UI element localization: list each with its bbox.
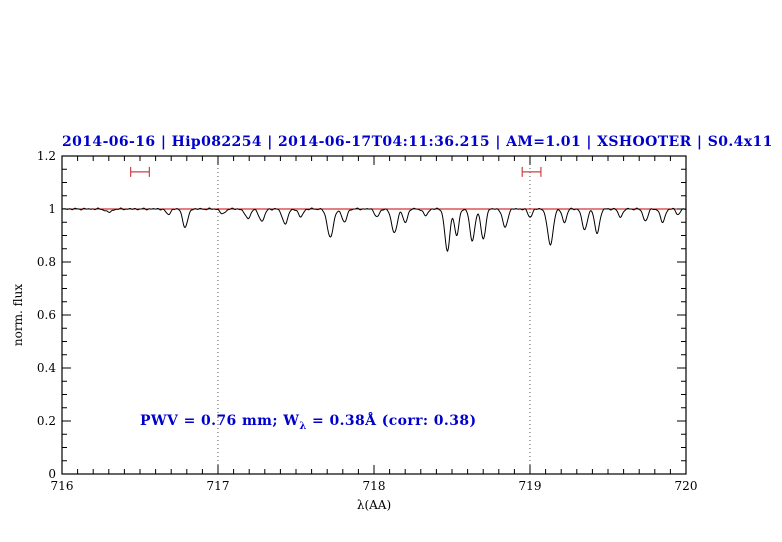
svg-text:719: 719 — [519, 479, 542, 493]
svg-text:1.2: 1.2 — [37, 149, 56, 163]
pwv-annotation: PWV = 0.76 mm; Wλ = 0.38Å (corr: 0.38) — [140, 413, 477, 432]
svg-text:720: 720 — [675, 479, 698, 493]
plot-title: 2014-06-16 | Hip082254 | 2014-06-17T04:1… — [62, 134, 773, 150]
pwv-annotation-subscript: λ — [299, 420, 307, 432]
svg-text:0: 0 — [48, 467, 56, 481]
svg-text:717: 717 — [207, 479, 230, 493]
x-axis-label: λ(AA) — [356, 498, 392, 512]
pwv-annotation-suffix: = 0.38Å (corr: 0.38) — [306, 413, 477, 429]
svg-text:0.2: 0.2 — [37, 414, 56, 428]
svg-text:718: 718 — [363, 479, 386, 493]
svg-text:716: 716 — [51, 479, 74, 493]
pwv-annotation-prefix: PWV = 0.76 mm; W — [140, 413, 300, 429]
svg-text:0.6: 0.6 — [37, 308, 56, 322]
svg-text:0.8: 0.8 — [37, 255, 56, 269]
svg-text:1: 1 — [48, 202, 56, 216]
svg-text:0.4: 0.4 — [37, 361, 56, 375]
